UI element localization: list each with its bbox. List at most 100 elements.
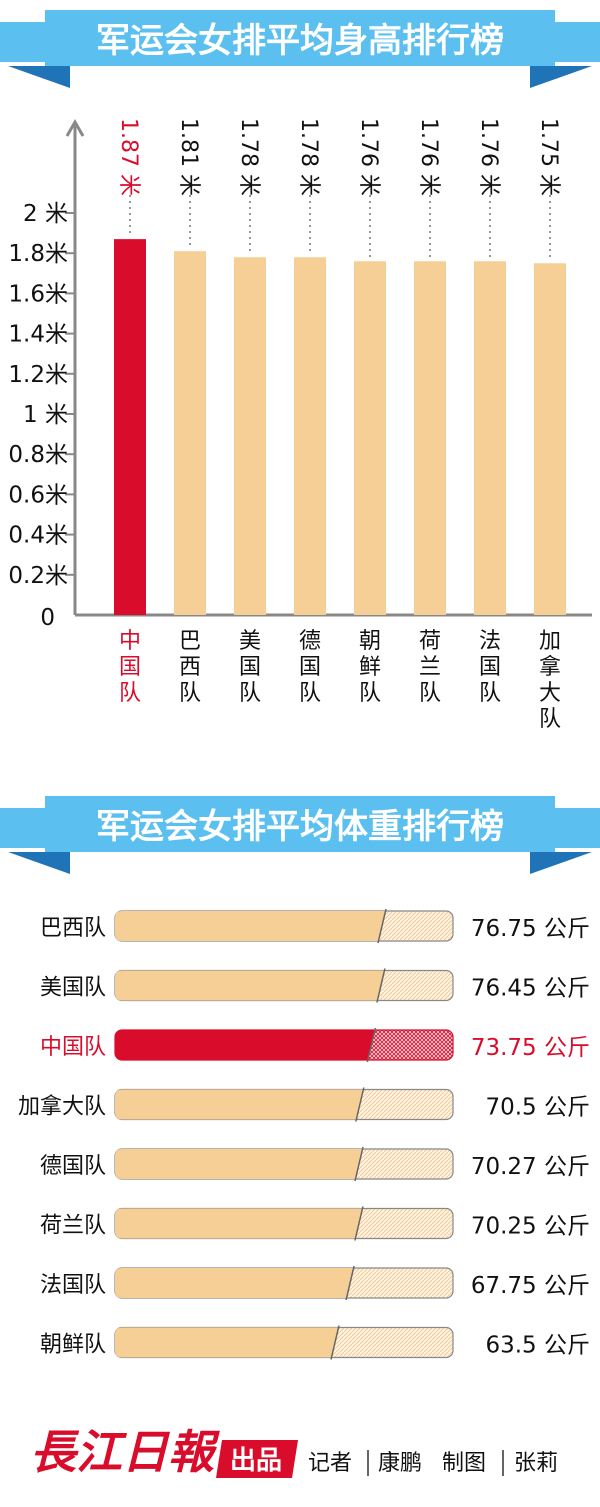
height-value-label: 1.81 米 [176, 118, 201, 196]
height-value-label: 1.75 米 [536, 118, 561, 196]
weight-category-label: 中国队 [40, 1035, 106, 1060]
height-value-label: 1.76 米 [476, 118, 501, 196]
weight-bar-fill [115, 970, 385, 1001]
y-tick-label: 0.8米 [8, 442, 68, 468]
weight-bar-divider [345, 1265, 355, 1301]
height-value-label: 1.78 米 [236, 118, 261, 196]
height-category-label: 队 [539, 707, 561, 732]
weight-category-label: 法国队 [40, 1273, 106, 1298]
height-bar [294, 257, 326, 615]
weight-value-label: 76.75 公斤 [471, 916, 590, 942]
height-category-label: 队 [119, 681, 141, 706]
height-category-label: 朝 [359, 629, 381, 654]
produced-badge [216, 1440, 298, 1478]
produced-label: 出品 [230, 1446, 282, 1476]
height-category-label: 大 [539, 681, 561, 706]
height-category-label: 西 [179, 655, 201, 680]
height-category-label: 加 [539, 629, 561, 654]
weight-bar-fill [115, 1327, 339, 1358]
weight-row: 加拿大队 70.5 公斤 [18, 1087, 590, 1122]
height-category-label: 兰 [419, 655, 441, 680]
weight-value-label: 63.5 公斤 [485, 1333, 590, 1359]
height-category-label: 美 [239, 629, 261, 654]
weight-row: 荷兰队 70.25 公斤 [40, 1206, 590, 1241]
designer-role: 制图 [442, 1451, 486, 1476]
weight-value-label: 70.25 公斤 [471, 1214, 590, 1240]
weight-category-label: 美国队 [40, 976, 106, 1001]
height-value-label: 1.87 米 [116, 118, 141, 196]
weight-value-label: 73.75 公斤 [471, 1035, 590, 1061]
weight-bar-divider [376, 968, 386, 1003]
weight-bar-divider [354, 1146, 364, 1182]
height-category-label: 鲜 [359, 655, 381, 680]
weight-row: 巴西队 76.75 公斤 [40, 908, 590, 944]
height-bar [474, 261, 506, 615]
weight-value-label: 70.27 公斤 [471, 1154, 590, 1180]
weight-bar-fill [115, 1149, 364, 1179]
y-tick-label: 1.8米 [8, 241, 68, 267]
weight-bar-fill [115, 1208, 363, 1239]
weight-category-label: 朝鲜队 [40, 1333, 106, 1358]
y-tick-label: 0.2米 [8, 563, 68, 589]
height-category-label: 中 [119, 629, 141, 654]
height-category-label: 队 [359, 681, 381, 706]
footer: 長江日報 出品 记者 康鹏 制图 张莉 [30, 1425, 558, 1479]
height-category-label: 队 [299, 681, 321, 706]
height-category-label: 国 [119, 655, 141, 680]
y-tick-label: 0 [40, 605, 55, 631]
weight-bar-divider [355, 1087, 365, 1122]
height-category-label: 队 [239, 681, 261, 706]
y-tick-label: 0.6米 [8, 482, 68, 508]
weight-bar-fill [115, 911, 386, 941]
height-category-label: 国 [239, 655, 261, 680]
reporter-role: 记者 [308, 1451, 352, 1476]
height-category-label: 队 [479, 681, 501, 706]
height-value-label: 1.76 米 [356, 118, 381, 196]
height-chart-title: 军运会女排平均身高排行榜 [96, 21, 504, 61]
height-bar [174, 251, 206, 615]
weight-bar-fill [115, 1268, 355, 1298]
y-tick-label: 0.4米 [8, 523, 68, 549]
height-bar-chart: 0 0.2米 0.4米 0.6米 0.8米 1 米 1.2米 1.4米 1.6米 1.8米 2 米 1… [8, 118, 592, 732]
newspaper-logo: 長江日報 [30, 1425, 220, 1479]
weight-value-label: 70.5 公斤 [485, 1095, 590, 1121]
height-chart-banner: 军运会女排平均身高排行榜 [0, 10, 600, 88]
y-tick-label: 1.2米 [8, 362, 68, 388]
weight-bar-divider [366, 1027, 377, 1063]
height-value-label: 1.76 米 [416, 118, 441, 196]
weight-bar-fill [115, 1089, 364, 1120]
weight-value-label: 76.45 公斤 [471, 976, 590, 1002]
height-category-label: 国 [479, 655, 501, 680]
height-category-label: 法 [479, 629, 501, 654]
banner-fold-left [8, 852, 70, 874]
banner-fold-left [8, 66, 70, 88]
weight-chart-title: 军运会女排平均体重排行榜 [96, 807, 504, 847]
height-bar [234, 257, 266, 615]
height-category-label: 国 [299, 655, 321, 680]
weight-category-label: 巴西队 [40, 916, 106, 941]
weight-row: 中国队 73.75 公斤 [40, 1027, 590, 1063]
height-bar [354, 261, 386, 615]
reporter-name: 康鹏 [378, 1451, 422, 1476]
height-category-label: 队 [179, 681, 201, 706]
y-tick-label: 1.4米 [8, 322, 68, 348]
weight-bar-divider [354, 1206, 364, 1241]
infographic: 军运会女排平均身高排行榜 0 0.2米 0.4米 0.6米 0.8米 1 米 1.2米 1.4… [0, 10, 600, 1360]
height-bar [114, 239, 146, 615]
banner-body [45, 10, 555, 66]
weight-value-label: 67.75 公斤 [471, 1273, 590, 1299]
banner-body [45, 796, 555, 852]
weight-category-label: 德国队 [40, 1154, 106, 1179]
height-category-label: 队 [419, 681, 441, 706]
height-bar [534, 263, 566, 615]
weight-row: 法国队 67.75 公斤 [40, 1265, 590, 1301]
y-axis-arrow [65, 118, 85, 137]
